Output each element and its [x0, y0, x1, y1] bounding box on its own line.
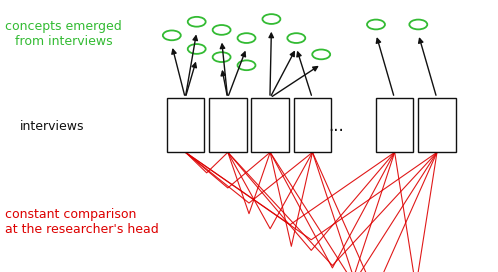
- Bar: [294, 98, 331, 152]
- Circle shape: [213, 52, 231, 62]
- Circle shape: [367, 20, 385, 29]
- Text: concepts emerged
from interviews: concepts emerged from interviews: [5, 20, 122, 48]
- Bar: [209, 98, 247, 152]
- Circle shape: [188, 17, 206, 27]
- Text: constant comparison
at the researcher's head: constant comparison at the researcher's …: [5, 208, 159, 236]
- Circle shape: [262, 14, 280, 24]
- Circle shape: [312, 50, 330, 59]
- Bar: [376, 98, 413, 152]
- Circle shape: [188, 44, 206, 54]
- Circle shape: [163, 30, 181, 40]
- Circle shape: [213, 25, 231, 35]
- Circle shape: [238, 60, 255, 70]
- Circle shape: [287, 33, 305, 43]
- Circle shape: [409, 20, 427, 29]
- Bar: [418, 98, 456, 152]
- Text: interviews: interviews: [20, 120, 85, 133]
- Circle shape: [238, 33, 255, 43]
- Text: ...: ...: [328, 118, 344, 135]
- Bar: [167, 98, 204, 152]
- Bar: [251, 98, 289, 152]
